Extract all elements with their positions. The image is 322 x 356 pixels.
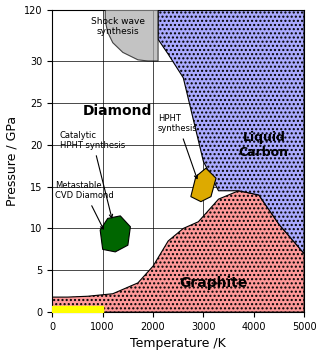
Polygon shape	[158, 10, 304, 253]
Y-axis label: Pressure / GPa: Pressure / GPa	[5, 116, 19, 206]
Text: Graphite: Graphite	[179, 276, 248, 290]
Text: Liquid
Carbon: Liquid Carbon	[239, 131, 289, 159]
Polygon shape	[100, 216, 130, 252]
Text: HPHT
synthesis: HPHT synthesis	[158, 114, 198, 179]
Text: Metastable
CVD Diamond: Metastable CVD Diamond	[55, 181, 114, 229]
Text: Shock wave
synthesis: Shock wave synthesis	[91, 17, 145, 36]
Polygon shape	[52, 191, 304, 312]
Text: Diamond: Diamond	[82, 104, 152, 118]
Polygon shape	[105, 10, 158, 61]
Text: Catalytic
HPHT synthesis: Catalytic HPHT synthesis	[60, 131, 125, 218]
Polygon shape	[191, 168, 216, 201]
X-axis label: Temperature /K: Temperature /K	[130, 337, 226, 350]
